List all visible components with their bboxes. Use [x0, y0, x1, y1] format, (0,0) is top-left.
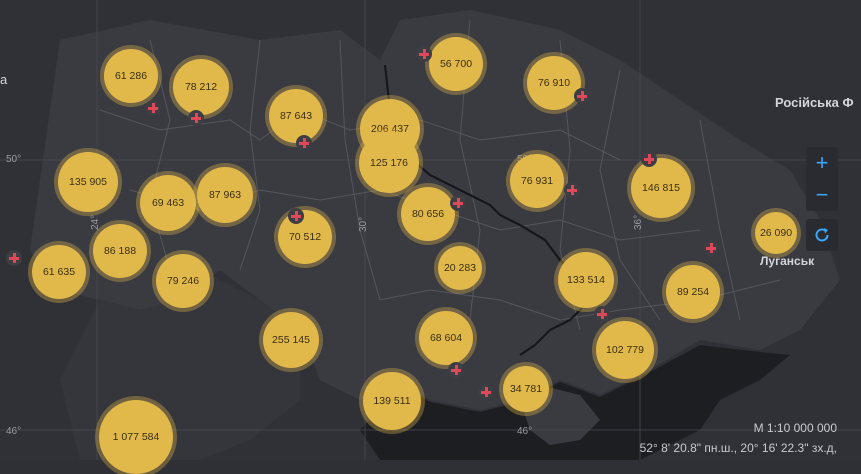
cluster-marker[interactable]: 56 700 — [429, 37, 483, 91]
red-cross-icon[interactable] — [416, 46, 432, 62]
cluster-count: 70 512 — [288, 231, 322, 243]
edge-label: а — [0, 72, 8, 87]
refresh-icon — [815, 228, 829, 242]
cluster-count: 34 781 — [509, 383, 543, 395]
cluster-count: 80 656 — [411, 208, 445, 220]
cluster-count: 87 643 — [279, 110, 313, 122]
cluster-marker[interactable]: 61 635 — [32, 245, 86, 299]
zoom-control: + − — [806, 147, 838, 211]
red-cross-icon[interactable] — [188, 110, 204, 126]
zoom-out-button[interactable]: − — [815, 182, 829, 207]
lat-46-left: 46° — [6, 426, 22, 437]
red-cross-icon[interactable] — [6, 250, 22, 266]
cluster-marker[interactable]: 89 254 — [666, 265, 720, 319]
cluster-marker[interactable]: 68 604 — [419, 311, 473, 365]
cluster-count: 61 286 — [114, 70, 148, 82]
red-cross-icon[interactable] — [145, 100, 161, 116]
cluster-marker[interactable]: 61 286 — [104, 49, 158, 103]
red-cross-icon[interactable] — [450, 195, 466, 211]
cluster-count: 133 514 — [567, 274, 605, 286]
cluster-marker[interactable]: 34 781 — [503, 366, 549, 412]
cluster-count: 139 511 — [373, 395, 411, 407]
zoom-in-button[interactable]: + — [815, 150, 829, 175]
cluster-marker[interactable]: 86 188 — [93, 224, 147, 278]
cluster-count: 78 212 — [184, 81, 218, 93]
luhansk-label: Луганськ — [760, 254, 815, 268]
cluster-count: 56 700 — [439, 58, 473, 70]
lon-36: 36° — [633, 214, 644, 230]
russia-label: Російська Ф — [775, 95, 854, 110]
red-cross-icon[interactable] — [448, 362, 464, 378]
cluster-marker[interactable]: 70 512 — [278, 210, 332, 264]
red-cross-icon[interactable] — [594, 306, 610, 322]
cluster-marker[interactable]: 87 963 — [197, 167, 253, 223]
red-cross-icon[interactable] — [641, 151, 657, 167]
cluster-count: 102 779 — [606, 344, 644, 356]
cluster-marker[interactable]: 76 931 — [510, 154, 564, 208]
lat-46-mid: 46° — [517, 426, 533, 437]
cluster-count: 69 463 — [151, 197, 185, 209]
red-cross-icon[interactable] — [564, 182, 580, 198]
cluster-marker[interactable]: 102 779 — [596, 321, 654, 379]
cluster-count: 26 090 — [759, 227, 793, 239]
cluster-marker[interactable]: 79 246 — [156, 254, 210, 308]
red-cross-icon[interactable] — [288, 208, 304, 224]
cluster-marker[interactable]: 135 905 — [58, 152, 118, 212]
cluster-marker[interactable]: 69 463 — [140, 175, 196, 231]
red-cross-icon[interactable] — [703, 240, 719, 256]
cluster-count: 76 910 — [537, 77, 571, 89]
red-cross-icon[interactable] — [296, 135, 312, 151]
cluster-marker[interactable]: 26 090 — [755, 212, 797, 254]
cluster-count: 255 145 — [272, 334, 310, 346]
cluster-count: 20 283 — [443, 262, 477, 274]
cluster-marker[interactable]: 255 145 — [263, 312, 319, 368]
lon-24: 24° — [90, 214, 101, 230]
cluster-marker[interactable]: 1 077 584 — [99, 400, 173, 474]
cluster-marker[interactable]: 125 176 — [359, 133, 419, 193]
cursor-coordinates: 52° 8' 20.8" пн.ш., 20° 16' 22.3" зх.д, — [639, 441, 837, 455]
cluster-marker[interactable]: 78 212 — [173, 59, 229, 115]
red-cross-icon[interactable] — [574, 88, 590, 104]
reset-view-button[interactable] — [806, 219, 838, 251]
cluster-marker[interactable]: 20 283 — [438, 246, 482, 290]
map-scale: М 1:10 000 000 — [753, 421, 837, 435]
cluster-count: 1 077 584 — [112, 431, 160, 443]
cluster-marker[interactable]: 133 514 — [558, 252, 614, 308]
cluster-marker[interactable]: 76 910 — [527, 56, 581, 110]
cluster-count: 61 635 — [42, 266, 76, 278]
lat-50-left: 50° — [6, 154, 22, 165]
cluster-count: 146 815 — [642, 182, 680, 194]
cluster-marker[interactable]: 80 656 — [401, 187, 455, 241]
cluster-count: 135 905 — [69, 176, 107, 188]
cluster-marker[interactable]: 139 511 — [363, 372, 421, 430]
red-cross-icon[interactable] — [478, 384, 494, 400]
cluster-count: 87 963 — [208, 189, 242, 201]
cluster-count: 125 176 — [370, 157, 408, 169]
cluster-count: 86 188 — [103, 245, 137, 257]
cluster-marker[interactable]: 146 815 — [631, 158, 691, 218]
cluster-count: 89 254 — [676, 286, 710, 298]
lon-30: 30° — [358, 216, 369, 232]
cluster-marker[interactable]: 87 643 — [269, 89, 323, 143]
cluster-count: 68 604 — [429, 332, 463, 344]
cluster-count: 79 246 — [166, 275, 200, 287]
cluster-count: 76 931 — [520, 175, 554, 187]
